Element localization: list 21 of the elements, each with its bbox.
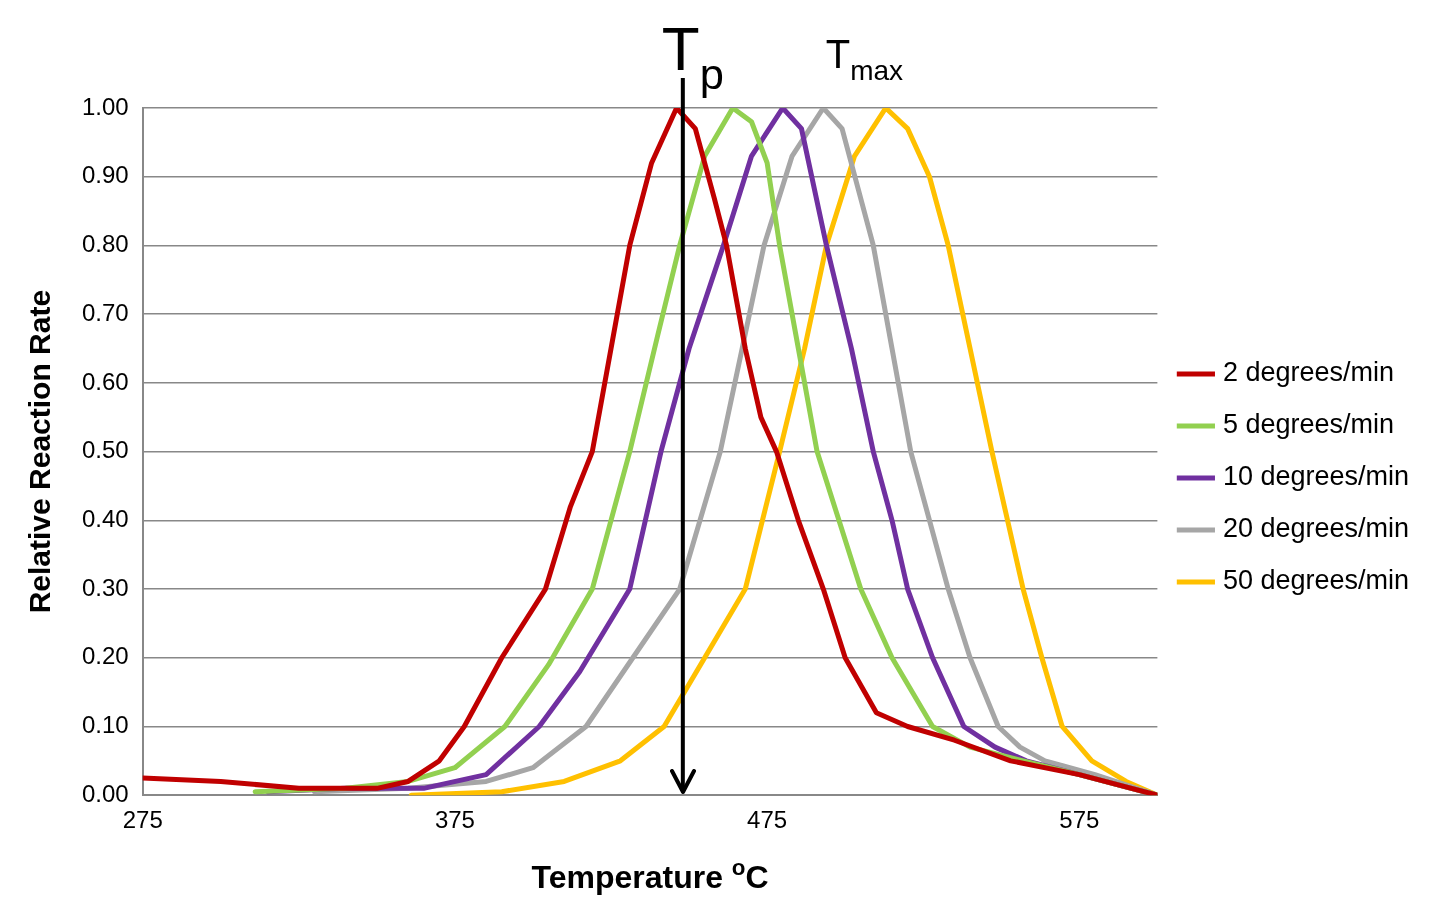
y-tick-label: 0.00 <box>81 779 129 807</box>
y-tick-label: 0.60 <box>81 367 129 395</box>
y-axis-title: Relative Reaction Rate <box>23 289 56 614</box>
y-tick-label: 0.80 <box>81 230 129 258</box>
legend-label: 2 degrees/min <box>1222 357 1394 388</box>
legend-label: 20 degrees/min <box>1222 513 1410 544</box>
y-tick-label: 0.30 <box>81 573 129 601</box>
legend-label: 50 degrees/min <box>1222 565 1410 596</box>
y-tick-label: 0.70 <box>81 298 129 326</box>
y-tick-label: 0.20 <box>81 642 129 670</box>
x-tick-label: 275 <box>122 806 163 834</box>
y-tick-label: 0.50 <box>81 436 129 464</box>
y-tick-label: 0.90 <box>81 161 129 189</box>
x-tick-label: 575 <box>1059 806 1100 834</box>
y-tick-label: 0.10 <box>81 711 129 739</box>
y-tick-label: 0.40 <box>81 504 129 532</box>
x-tick-label: 375 <box>434 806 475 834</box>
legend-label: 5 degrees/min <box>1222 409 1394 440</box>
legend-label: 10 degrees/min <box>1222 461 1410 492</box>
y-tick-label: 1.00 <box>81 92 129 120</box>
x-tick-label: 475 <box>747 806 788 834</box>
